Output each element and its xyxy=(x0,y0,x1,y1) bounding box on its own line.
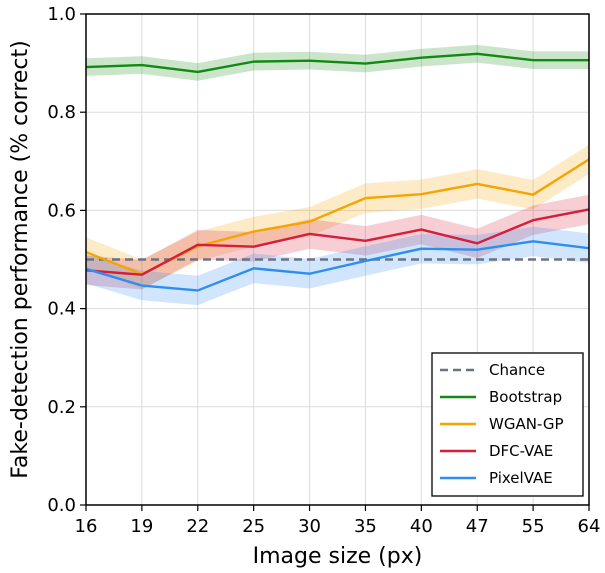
legend-label-pixelvae: PixelVAE xyxy=(489,469,553,487)
dfc-vae-band xyxy=(86,194,589,290)
bootstrap-line xyxy=(85,52,589,74)
legend-label-chance: Chance xyxy=(489,361,545,379)
dfc-vae-line xyxy=(85,208,590,276)
legend: Chance Bootstrap WGAN-GP DFC-VAE PixelVAE xyxy=(431,352,584,497)
x-tick-label: 35 xyxy=(354,516,377,537)
x-axis-label: Image size (px) xyxy=(253,544,423,569)
y-tick-label: 0.6 xyxy=(47,200,76,221)
y-axis-ticks: 0.0 0.2 0.4 0.6 0.8 1.0 xyxy=(47,4,86,516)
x-tick-label: 47 xyxy=(466,516,489,537)
x-tick-label: 64 xyxy=(578,516,601,537)
y-tick-label: 1.0 xyxy=(47,4,76,25)
x-tick-label: 16 xyxy=(75,516,98,537)
y-tick-label: 0.8 xyxy=(47,102,76,123)
x-tick-label: 30 xyxy=(298,516,321,537)
x-tick-label: 25 xyxy=(242,516,265,537)
legend-label-dfc-vae: DFC-VAE xyxy=(489,442,553,460)
x-tick-label: 22 xyxy=(186,516,209,537)
pixelvae-line xyxy=(85,240,590,292)
series-lines xyxy=(85,52,590,292)
x-tick-label: 55 xyxy=(522,516,545,537)
x-tick-label: 40 xyxy=(410,516,433,537)
y-tick-label: 0.0 xyxy=(47,495,76,516)
plot-frame xyxy=(85,13,590,506)
legend-label-bootstrap: Bootstrap xyxy=(489,388,562,406)
x-axis-ticks: 16 19 22 25 30 35 40 47 55 64 xyxy=(75,505,601,537)
y-tick-label: 0.4 xyxy=(47,299,76,320)
x-tick-label: 19 xyxy=(130,516,153,537)
y-axis-label: Fake-detection performance (% correct) xyxy=(8,40,33,478)
y-tick-label: 0.2 xyxy=(47,397,76,418)
legend-label-wgan-gp: WGAN-GP xyxy=(489,415,564,433)
wgan-gp-band xyxy=(86,144,589,289)
